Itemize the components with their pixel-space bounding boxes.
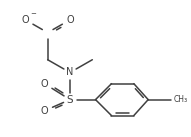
Text: O: O xyxy=(41,79,48,89)
Text: S: S xyxy=(67,95,73,105)
Text: N: N xyxy=(66,68,74,78)
Text: CH₃: CH₃ xyxy=(174,95,188,104)
Text: O: O xyxy=(66,15,74,25)
Text: O: O xyxy=(41,106,48,116)
Text: O: O xyxy=(22,15,29,25)
Text: −: − xyxy=(30,11,36,17)
